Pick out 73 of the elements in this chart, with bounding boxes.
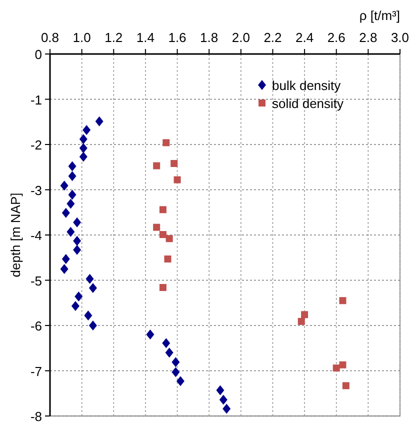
point — [88, 282, 97, 293]
point — [342, 382, 350, 390]
point — [73, 244, 82, 255]
x-tick-label: 3.0 — [390, 30, 410, 45]
point — [172, 367, 180, 378]
y-tick-label: -2 — [30, 138, 42, 152]
point — [66, 198, 75, 209]
legend-label: bulk density — [272, 78, 342, 93]
point — [216, 385, 224, 396]
x-tick-label: 0.8 — [40, 30, 60, 45]
point — [339, 361, 346, 368]
x-tick-label: 1.2 — [104, 30, 123, 45]
point — [159, 284, 166, 291]
point — [222, 404, 231, 414]
y-tick-label: -3 — [30, 182, 42, 198]
x-tick-label: 2.2 — [264, 30, 282, 45]
point — [88, 320, 97, 330]
legend-label: solid density — [272, 96, 344, 111]
x-tick-label: 2.6 — [327, 30, 346, 45]
point — [62, 208, 70, 218]
point — [332, 364, 340, 372]
point — [146, 330, 154, 340]
point — [174, 176, 181, 184]
point — [62, 254, 70, 264]
point — [73, 217, 82, 228]
x-tick-label: 1.0 — [72, 30, 91, 45]
point — [68, 190, 76, 200]
y-tick-label: -5 — [30, 273, 42, 288]
point — [82, 125, 91, 136]
point — [84, 310, 92, 321]
x-tick-label: 2.4 — [296, 30, 314, 45]
y-axis-title: depth [m NAP] — [8, 192, 23, 278]
y-tick-label: -6 — [30, 318, 42, 334]
point — [170, 160, 178, 168]
point — [165, 348, 174, 358]
point — [301, 311, 308, 318]
x-tick-label: 1.6 — [168, 30, 186, 45]
point — [172, 357, 180, 368]
point — [153, 224, 160, 231]
point — [79, 143, 88, 154]
y-tick-label: 0 — [34, 47, 42, 62]
point — [79, 134, 88, 144]
x-tick-label: 1.8 — [200, 30, 218, 45]
point — [73, 236, 82, 246]
point — [79, 152, 88, 162]
point — [68, 171, 76, 182]
point — [219, 394, 228, 405]
point — [71, 301, 80, 312]
y-tick-label: -7 — [30, 364, 42, 379]
point — [162, 139, 170, 146]
point — [166, 235, 173, 242]
point — [60, 264, 68, 274]
x-axis-title: ρ [t/m³] — [359, 8, 400, 23]
point — [339, 297, 346, 304]
x-tick-label: 1.4 — [136, 30, 154, 45]
point — [162, 338, 170, 348]
point — [176, 376, 184, 386]
point — [159, 231, 166, 238]
point — [159, 206, 166, 214]
point — [60, 180, 68, 191]
point — [74, 292, 83, 302]
point — [86, 274, 94, 284]
point — [66, 226, 75, 237]
y-tick-label: -1 — [30, 92, 42, 108]
point — [95, 116, 104, 126]
y-tick-label: -4 — [30, 228, 42, 243]
point — [153, 162, 160, 170]
point — [298, 318, 305, 325]
point — [164, 255, 172, 262]
x-tick-label: 2.8 — [359, 30, 378, 45]
x-tick-label: 2.0 — [232, 30, 250, 45]
point — [68, 161, 76, 172]
y-tick-label: -8 — [30, 409, 42, 424]
